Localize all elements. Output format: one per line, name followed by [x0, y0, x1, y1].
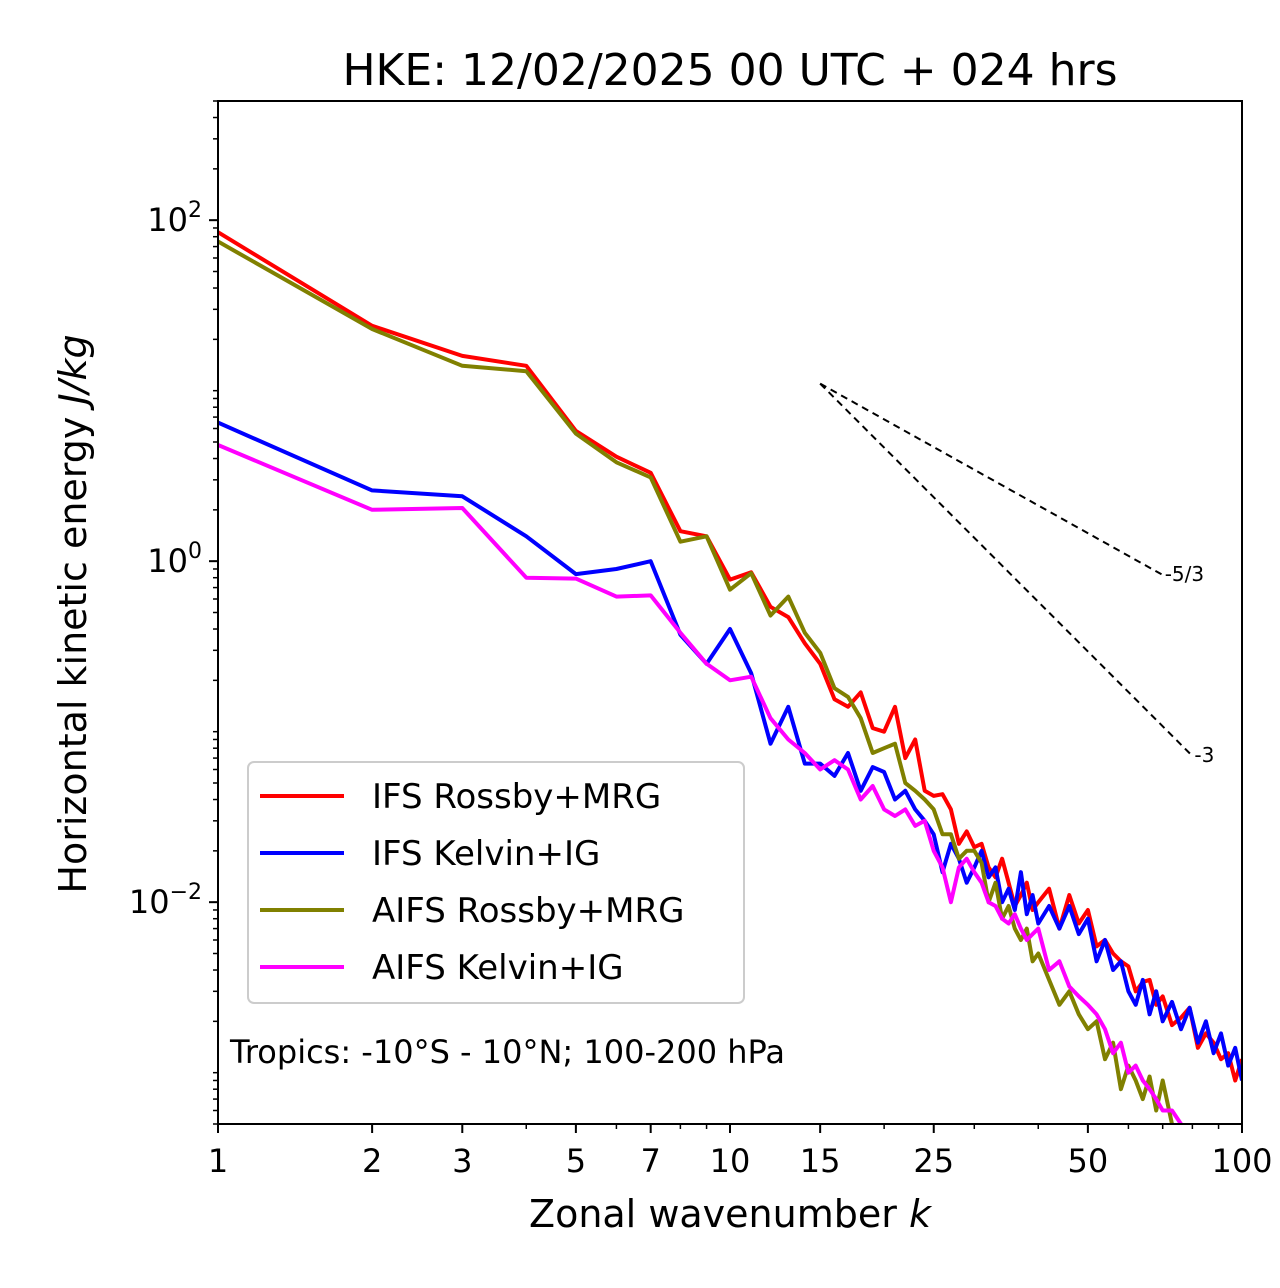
- series-line-4: [218, 443, 1183, 1124]
- legend-label-2: IFS Kelvin+IG: [372, 834, 600, 874]
- series-line-2: [218, 420, 1242, 1081]
- x-tick-label: 10: [710, 1142, 751, 1180]
- reference-slope-line-2: [819, 382, 1194, 757]
- reference-slopes: -5/3 -3: [819, 382, 1214, 767]
- y-tick-label: 102: [147, 198, 202, 239]
- y-tick-label: 10−2: [129, 880, 202, 921]
- y-axis-label: Horizontal kinetic energy J/kg: [51, 334, 95, 893]
- y-tick-label: 100: [147, 539, 202, 580]
- series-layer: [218, 230, 1242, 1124]
- legend-label-3: AIFS Rossby+MRG: [372, 891, 684, 931]
- x-tick-label: 1: [208, 1142, 228, 1180]
- x-tick-label: 100: [1211, 1142, 1272, 1180]
- reference-slope-line-1: [819, 382, 1164, 576]
- x-tick-label: 50: [1068, 1142, 1109, 1180]
- chart-title: HKE: 12/02/2025 00 UTC + 024 hrs: [342, 45, 1117, 96]
- x-axis-label: Zonal wavenumber k: [529, 1192, 933, 1236]
- x-tick-label: 25: [913, 1142, 954, 1180]
- x-tick-label: 3: [452, 1142, 472, 1180]
- x-tick-label: 5: [566, 1142, 586, 1180]
- legend-label-4: AIFS Kelvin+IG: [372, 948, 624, 988]
- x-tick-label: 2: [362, 1142, 382, 1180]
- region-annotation: Tropics: -10°S - 10°N; 100-200 hPa: [229, 1033, 785, 1071]
- y-axis: 10−2 100 102: [129, 100, 218, 1125]
- reference-slope-label-1: -5/3: [1165, 562, 1204, 586]
- legend: IFS Rossby+MRG IFS Kelvin+IG AIFS Rossby+M…: [247, 761, 745, 1004]
- x-axis: 1 2 3 5 7 10 15 25 50 100: [208, 1124, 1273, 1180]
- legend-box: [247, 761, 745, 1004]
- reference-slope-label-2: -3: [1194, 743, 1214, 767]
- legend-label-1: IFS Rossby+MRG: [372, 777, 661, 817]
- x-tick-label: 15: [800, 1142, 841, 1180]
- x-tick-label: 7: [641, 1142, 661, 1180]
- series-line-3: [218, 239, 1175, 1124]
